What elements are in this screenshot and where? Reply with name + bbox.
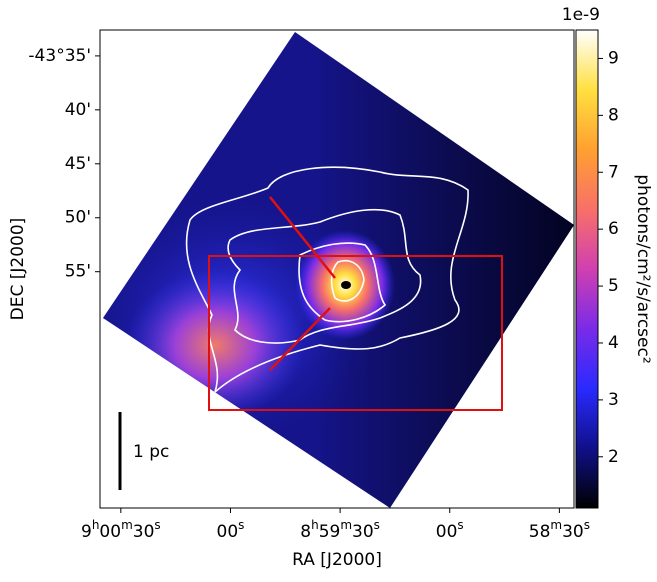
scale-bar-label: 1 pc bbox=[133, 442, 169, 462]
colorbar-label: photons/cm²/s/arcsec² bbox=[633, 174, 653, 363]
x-tick-label: 00s bbox=[436, 518, 464, 543]
y-tick-label: 40' bbox=[65, 100, 91, 120]
x-axis-label: RA [J2000] bbox=[292, 550, 382, 570]
colorbar-tick-label: 2 bbox=[608, 447, 619, 467]
plot-frame bbox=[99, 29, 575, 509]
colorbar-tick-label: 3 bbox=[608, 390, 619, 410]
x-tick-label: 8h59m30s bbox=[300, 518, 380, 543]
y-tick-label: -43°35' bbox=[28, 46, 91, 66]
colorbar-tick-label: 5 bbox=[608, 276, 619, 296]
colorbar-offset: 1e-9 bbox=[562, 5, 600, 25]
colorbar-frame bbox=[575, 29, 599, 509]
y-tick-label: 50' bbox=[65, 208, 91, 228]
colorbar-tick-label: 9 bbox=[608, 48, 619, 68]
y-axis-label: DEC [J2000] bbox=[8, 218, 28, 321]
colorbar bbox=[576, 30, 598, 508]
colorbar-tick-label: 4 bbox=[608, 333, 619, 353]
colorbar-tick-label: 6 bbox=[608, 219, 619, 239]
x-tick-label: 58m30s bbox=[529, 518, 590, 543]
region-box bbox=[208, 255, 503, 411]
y-tick-label: 55' bbox=[65, 262, 91, 282]
annotation-line bbox=[269, 307, 331, 371]
y-tick-label: 45' bbox=[65, 154, 91, 174]
x-tick-label: 00s bbox=[217, 518, 245, 543]
annotation-line bbox=[269, 196, 336, 279]
colorbar-tick-label: 7 bbox=[608, 162, 619, 182]
colorbar-tick-label: 8 bbox=[608, 105, 619, 125]
x-tick-label: 9h00m30s bbox=[81, 518, 161, 543]
